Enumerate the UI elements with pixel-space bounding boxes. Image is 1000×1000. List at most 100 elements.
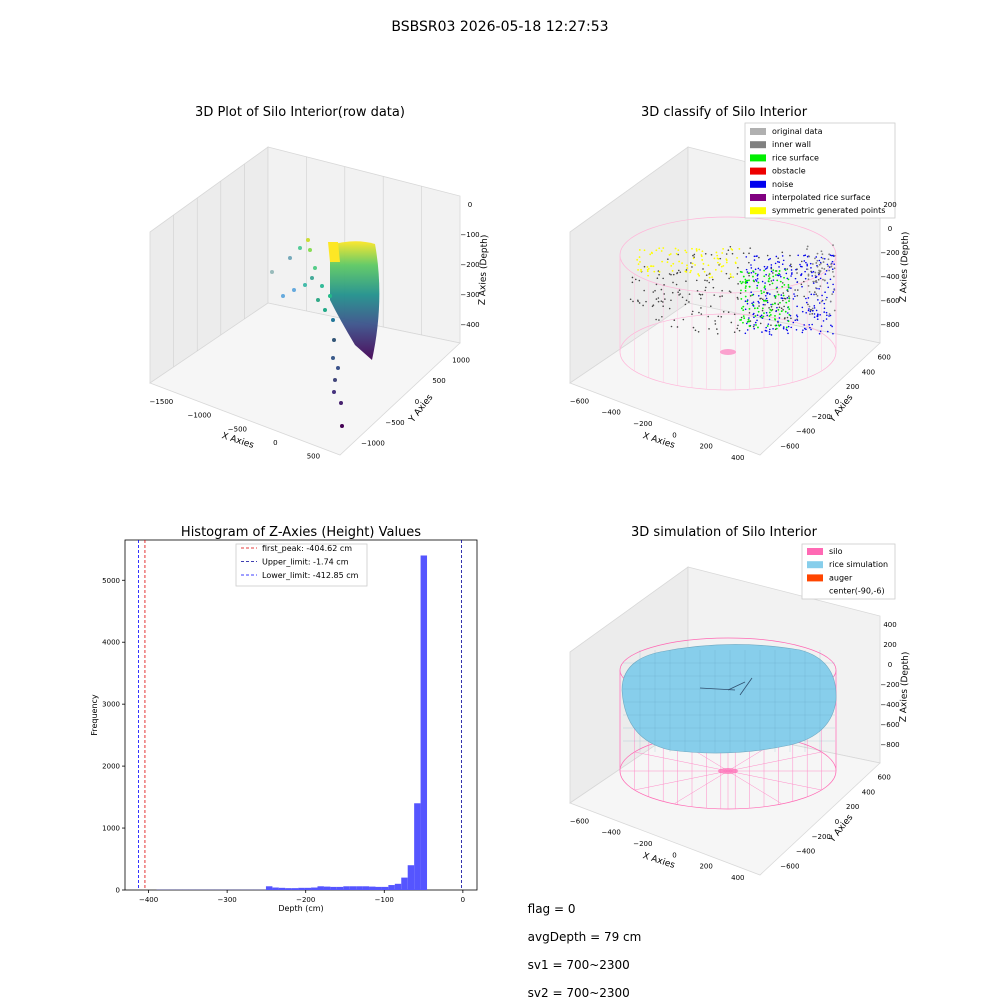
classify-grid-point <box>796 289 799 291</box>
classify-symmetric-point <box>669 253 672 255</box>
classify-noise-point <box>753 255 756 258</box>
figure-title: BSBSR03 2026-05-18 12:27:53 <box>391 19 608 35</box>
simulation-z-tick: −200 <box>880 681 899 689</box>
histogram-bar <box>375 886 382 890</box>
classify-noise-point <box>775 255 778 258</box>
classify-rice-point <box>746 300 749 303</box>
simulation-x-label: X Axies <box>641 851 676 871</box>
classify-rice-point <box>756 307 759 310</box>
classify-grid-point <box>737 298 739 300</box>
classify-rice-point <box>760 292 763 295</box>
classify-rice-point <box>773 318 776 320</box>
classify-noise-point <box>826 282 829 284</box>
classify-rice-point <box>779 301 781 304</box>
classify-rice-point <box>742 315 745 318</box>
classify-noise-point <box>819 313 821 316</box>
classify-grid-point <box>782 292 785 294</box>
classify-grid-point <box>704 279 706 282</box>
classify-rice-point <box>774 314 776 317</box>
classify-grid-point <box>742 252 745 255</box>
classify-wall-point <box>823 279 826 282</box>
classify-noise-point <box>792 298 795 300</box>
panel-simulation: 3D simulation of Silo Interior silo rice … <box>569 525 911 882</box>
classify-grid-point <box>761 298 764 301</box>
classify-noise-point <box>795 329 798 331</box>
classify-noise-point <box>806 264 809 267</box>
classify-grid-point <box>722 311 725 313</box>
classify-noise-point <box>827 286 830 289</box>
classify-grid-point <box>782 299 784 302</box>
classify-legend-frame <box>744 122 896 219</box>
raw-scatter-cloud <box>328 241 380 360</box>
classify-symmetric-point <box>721 252 724 254</box>
classify-symmetric-point <box>732 276 735 279</box>
classify-rice-point <box>763 269 766 272</box>
classify-noise-point <box>794 319 797 321</box>
classify-noise-point <box>793 293 795 295</box>
simulation-floor-spoke <box>727 751 822 772</box>
classify-grid-point <box>678 289 681 291</box>
classify-wall-point <box>818 263 821 266</box>
classify-rice-point <box>748 279 750 282</box>
simulation-legend-label: silo <box>829 547 843 556</box>
classify-noise-point <box>803 327 806 330</box>
panel-histogram: Histogram of Z-Axies (Height) Values −40… <box>90 525 478 913</box>
classify-rice-point <box>763 275 766 278</box>
classify-grid-point <box>729 245 732 248</box>
classify-rice-point <box>774 302 776 305</box>
classify-symmetric-point <box>647 274 650 277</box>
classify-symmetric-point <box>672 262 675 265</box>
classify-noise-point <box>746 271 749 273</box>
classify-legend-label: rice surface <box>772 153 819 162</box>
classify-x-tick: −600 <box>570 397 589 405</box>
classify-grid-point <box>657 297 660 299</box>
classify-noise-point <box>786 329 789 332</box>
classify-grid-point <box>714 320 716 322</box>
classify-wall-point <box>808 305 811 308</box>
simulation-x-tick: −400 <box>602 829 621 837</box>
classify-noise-point <box>826 263 829 266</box>
classify-grid-point <box>681 296 684 299</box>
classify-grid-point <box>794 289 796 291</box>
classify-noise-point <box>744 308 747 311</box>
classify-noise-point <box>826 314 828 317</box>
classify-rice-point <box>740 282 743 285</box>
classify-noise-point <box>818 302 821 304</box>
raw-z-tick: 0 <box>468 201 472 209</box>
classify-rice-point <box>739 319 741 321</box>
classify-x-tick: 200 <box>699 443 712 451</box>
classify-noise-point <box>823 257 826 260</box>
classify-symmetric-point <box>725 258 728 261</box>
simulation-rice-surface <box>621 644 837 754</box>
classify-grid-point <box>677 269 680 272</box>
classify-wall-point <box>833 309 836 312</box>
classify-symmetric-point <box>649 253 652 256</box>
classify-noise-point <box>805 301 808 304</box>
classify-grid-point <box>670 325 673 328</box>
classify-symmetric-point <box>651 252 653 255</box>
classify-grid-point <box>692 326 695 329</box>
classify-grid-point <box>800 283 803 286</box>
classify-grid-point <box>660 300 663 302</box>
classify-noise-point <box>778 317 781 319</box>
classify-grid-point <box>697 330 700 333</box>
classify-noise-point <box>794 277 797 280</box>
raw-x-label: X Axies <box>220 431 255 451</box>
classify-noise-point <box>795 268 797 271</box>
histogram-legend-label: Upper_limit: -1.74 cm <box>262 558 349 567</box>
classify-noise-point <box>796 315 799 318</box>
classify-grid-point <box>705 274 708 276</box>
raw-tick-labels: −1500 −1000 −500 0 500 −1000 −500 0 500 1000 0 −100… <box>150 201 480 460</box>
classify-grid-point <box>769 283 771 286</box>
classify-rice-point <box>754 272 757 275</box>
classify-rice-point <box>755 324 757 326</box>
classify-grid-point <box>667 258 669 261</box>
classify-rice-point <box>778 272 780 275</box>
classify-grid-point <box>788 295 790 297</box>
classify-noise-point <box>816 315 819 318</box>
histogram-x-tick-label: −100 <box>375 896 394 904</box>
classify-noise-point <box>820 325 823 327</box>
classify-grid-point <box>692 254 694 257</box>
classify-y-tick: 0 <box>835 398 839 406</box>
classify-noise-point <box>812 309 814 312</box>
